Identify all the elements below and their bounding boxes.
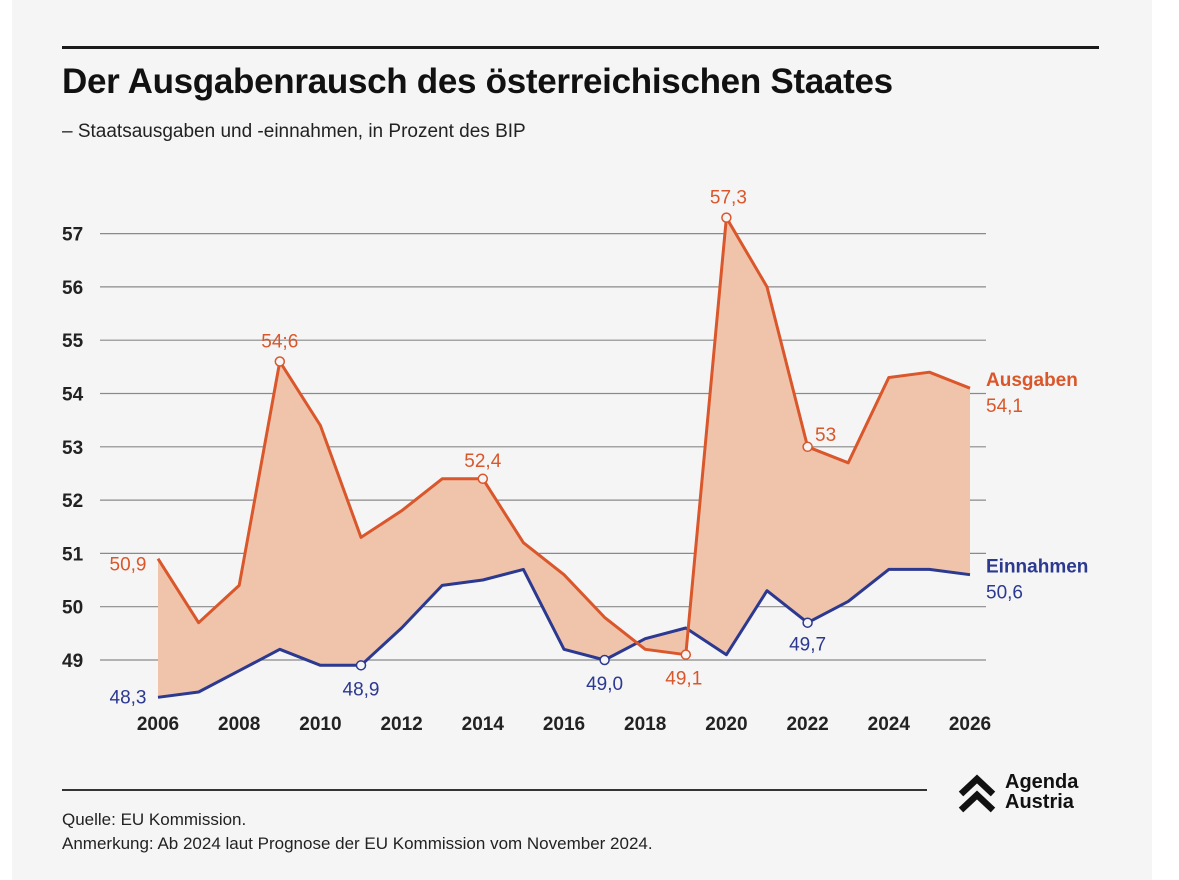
methodology-note: Anmerkung: Ab 2024 laut Prognose der EU … bbox=[62, 834, 653, 853]
x-tick-label-2014: 2014 bbox=[462, 714, 505, 735]
line-layer bbox=[156, 216, 971, 699]
area-layer bbox=[158, 217, 970, 698]
data-label-ausgaben-2014: 52,4 bbox=[464, 451, 501, 472]
data-label-einnahmen-2022: 49,7 bbox=[789, 635, 826, 656]
x-tick-label-2012: 2012 bbox=[380, 714, 422, 735]
x-tick-label-2018: 2018 bbox=[624, 714, 666, 735]
data-label-ausgaben-2006: 50,9 bbox=[110, 555, 147, 576]
series-line-ausgaben bbox=[156, 216, 971, 657]
data-label-ausgaben-2009: 54;6 bbox=[261, 332, 298, 353]
series-name-ausgaben: Ausgaben bbox=[986, 370, 1078, 391]
marker-ausgaben-2009 bbox=[274, 356, 286, 367]
marker-ausgaben-2019 bbox=[680, 649, 692, 660]
x-tick-label-2020: 2020 bbox=[705, 714, 747, 735]
series-end-value-ausgaben: 54,1 bbox=[986, 396, 1023, 417]
series-line-einnahmen bbox=[157, 567, 971, 699]
data-label-einnahmen-2006: 48,3 bbox=[110, 687, 147, 708]
marker-einnahmen-2022 bbox=[802, 617, 813, 628]
y-tick-label-49: 49 bbox=[62, 651, 83, 672]
data-label-einnahmen-2011: 48,9 bbox=[343, 679, 380, 700]
y-tick-label-55: 55 bbox=[62, 331, 84, 352]
x-tick-label-2016: 2016 bbox=[543, 714, 585, 735]
marker-ausgaben-2022 bbox=[802, 441, 813, 453]
top-rule bbox=[62, 46, 1099, 49]
data-label-ausgaben-2022: 53 bbox=[815, 425, 836, 446]
marker-einnahmen-2011 bbox=[355, 660, 367, 671]
chart-title: Der Ausgabenrausch des österreichischen … bbox=[62, 62, 893, 101]
data-label-ausgaben-2020: 57,3 bbox=[710, 188, 747, 209]
y-tick-label-52: 52 bbox=[62, 491, 83, 512]
y-tick-label-54: 54 bbox=[62, 385, 84, 406]
marker-layer bbox=[274, 212, 813, 671]
label-layer: 49 50 51 52 53 54 55 56 57 2006 2008 2010 2012 2014 20… bbox=[62, 188, 1088, 735]
source-note: Quelle: EU Kommission. bbox=[62, 810, 247, 829]
x-tick-label-2008: 2008 bbox=[218, 714, 260, 735]
x-tick-label-2022: 2022 bbox=[786, 714, 828, 735]
x-tick-label-2010: 2010 bbox=[299, 714, 341, 735]
marker-ausgaben-2020 bbox=[721, 212, 732, 223]
double-chevron-up-icon bbox=[958, 774, 996, 813]
logo-line-1: Agenda bbox=[1005, 771, 1079, 793]
x-tick-label-2006: 2006 bbox=[137, 714, 179, 735]
bottom-rule bbox=[62, 789, 927, 791]
series-end-value-einnahmen: 50,6 bbox=[986, 583, 1023, 604]
y-tick-label-50: 50 bbox=[62, 598, 83, 619]
y-tick-label-53: 53 bbox=[62, 438, 83, 459]
logo-text: Agenda Austria bbox=[1005, 772, 1078, 812]
agenda-austria-logo: Agenda Austria bbox=[958, 770, 1118, 820]
y-tick-label-57: 57 bbox=[62, 225, 83, 246]
x-tick-label-2026: 2026 bbox=[949, 714, 991, 735]
gap-area bbox=[158, 217, 970, 698]
chart-subtitle: – Staatsausgaben und -einnahmen, in Proz… bbox=[62, 121, 526, 142]
x-tick-label-2024: 2024 bbox=[868, 714, 911, 735]
y-tick-label-56: 56 bbox=[62, 278, 83, 299]
y-tick-label-51: 51 bbox=[62, 544, 84, 565]
series-name-einnahmen: Einnahmen bbox=[986, 557, 1088, 578]
logo-line-2: Austria bbox=[1005, 791, 1074, 813]
marker-ausgaben-2014 bbox=[477, 473, 489, 485]
data-label-einnahmen-2017: 49,0 bbox=[586, 674, 623, 695]
data-label-ausgaben-2019: 49,1 bbox=[665, 669, 702, 690]
marker-einnahmen-2017 bbox=[599, 654, 610, 666]
